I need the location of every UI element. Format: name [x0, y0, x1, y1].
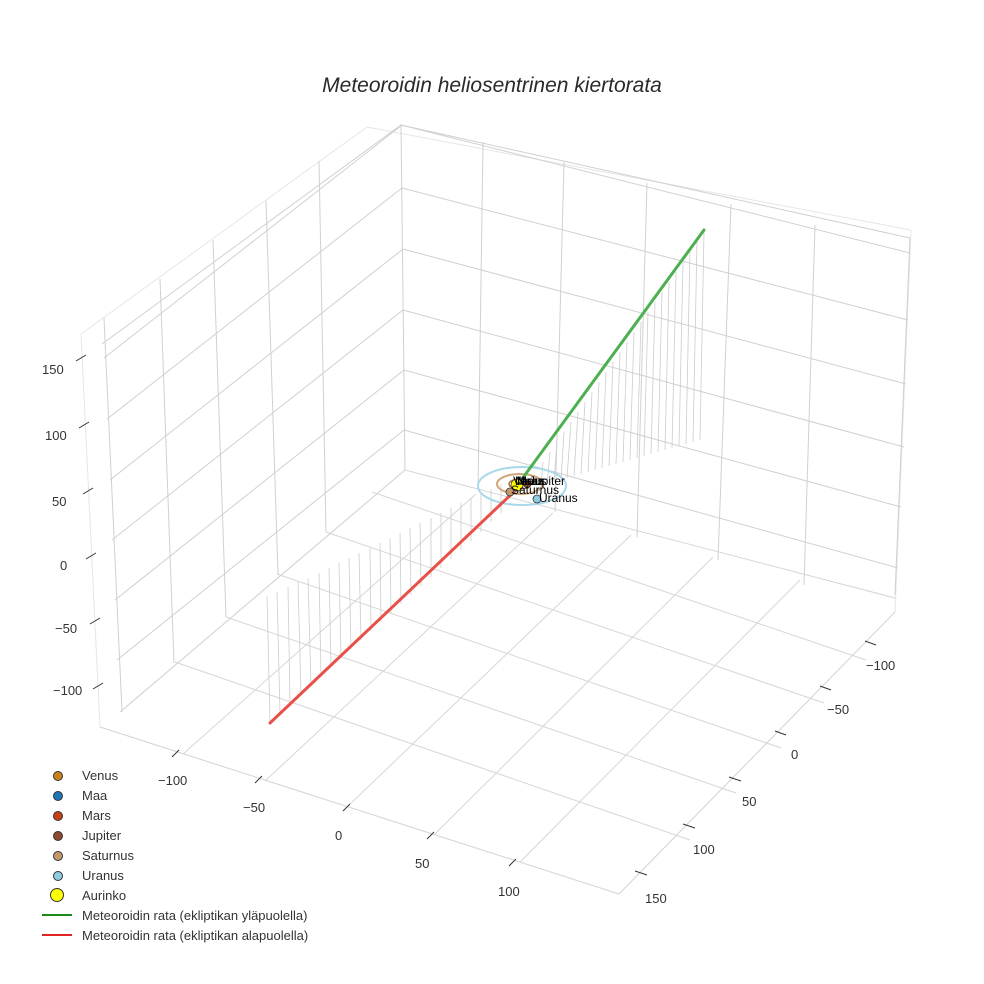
upper-trajectory-droplines [540, 231, 705, 487]
planet-label: Uranus [539, 491, 578, 505]
planet-label: Venus [513, 474, 547, 488]
back-left-wall-grid [101, 124, 406, 713]
x-axis-tick-label: 50 [415, 856, 430, 871]
planet-label: Maa [515, 474, 539, 488]
x-axis-tick-label: 0 [335, 828, 343, 843]
planet-label: Jupiter [529, 474, 566, 488]
z-axis-tick-label: 100 [45, 428, 67, 443]
uranus-marker [532, 494, 542, 504]
tick-marks [75, 354, 877, 876]
legend-item[interactable]: Mars [36, 805, 308, 825]
uranus-orbit [477, 466, 567, 506]
lower-trajectory-droplines [266, 484, 502, 723]
y-axis-tick-label: −50 [827, 702, 850, 717]
saturnus-marker [505, 487, 515, 497]
x-axis-tick-label: −50 [243, 800, 266, 815]
y-axis-tick-label: 0 [791, 747, 799, 762]
line-swatch-icon [42, 934, 72, 936]
legend-item[interactable]: Maa [36, 785, 308, 805]
legend-label: Saturnus [82, 847, 135, 863]
legend-label: Uranus [82, 867, 124, 883]
marker-swatch-icon [53, 811, 63, 821]
legend-label: Meteoroidin rata (ekliptikan alapuolella… [82, 927, 309, 943]
z-axis-tick-label: −50 [55, 621, 78, 636]
z-axis-tick-label: 0 [60, 558, 68, 573]
z-axis-tick-label: 150 [42, 362, 64, 377]
x-axis-tick-label: 100 [498, 884, 520, 899]
z-axis-tick-label: −100 [53, 683, 83, 698]
legend-label: Maa [82, 787, 108, 803]
legend-item[interactable]: Uranus [36, 865, 308, 885]
legend-label: Mars [82, 807, 111, 823]
x-axis-tick-label: −100 [158, 773, 188, 788]
floor-grid [99, 469, 896, 895]
legend-item[interactable]: Meteoroidin rata (ekliptikan alapuolella… [36, 925, 308, 945]
line-swatch-icon [42, 914, 72, 916]
legend: Venus Maa Mars Jupiter Saturnus Uranus Aurinko… [36, 765, 308, 945]
marker-swatch-icon [53, 871, 63, 881]
legend-label: Jupiter [82, 827, 122, 843]
planet-label: Saturnus [511, 483, 560, 497]
legend-label: Meteoroidin rata (ekliptikan yläpuolella… [82, 907, 308, 923]
legend-label: Aurinko [82, 887, 127, 903]
legend-item[interactable]: Aurinko [36, 885, 308, 905]
marker-swatch-icon [53, 851, 63, 861]
aurinko-marker [510, 478, 524, 492]
saturnus-orbit [496, 473, 544, 495]
legend-item[interactable]: Saturnus [36, 845, 308, 865]
lower-trajectory-line [268, 484, 522, 725]
marker-swatch-icon [50, 888, 64, 902]
chart-title: Meteoroidin heliosentrinen kiertorata [322, 74, 662, 97]
marker-swatch-icon [53, 771, 63, 781]
y-axis-tick-label: 100 [693, 842, 715, 857]
legend-item[interactable]: Venus [36, 765, 308, 785]
legend-item[interactable]: Jupiter [36, 825, 308, 845]
y-axis-tick-label: −100 [866, 658, 896, 673]
z-axis-tick-label: 50 [52, 494, 67, 509]
planet-label: Mars [517, 474, 544, 488]
marker-swatch-icon [53, 791, 63, 801]
y-axis-tick-label: 50 [742, 794, 757, 809]
marker-swatch-icon [53, 831, 63, 841]
legend-label: Venus [82, 767, 119, 783]
upper-trajectory-line [520, 228, 706, 481]
legend-item[interactable]: Meteoroidin rata (ekliptikan yläpuolella… [36, 905, 308, 925]
y-axis-tick-label: 150 [645, 891, 667, 906]
